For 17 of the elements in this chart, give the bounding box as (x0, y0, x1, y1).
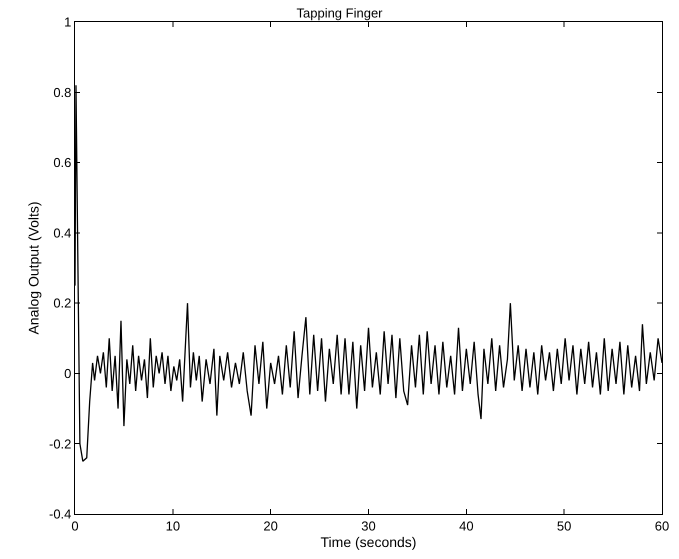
y-axis-title: Analog Output (Volts) (26, 201, 42, 335)
x-tick-label: 20 (263, 518, 278, 534)
y-tick-label: 0.2 (53, 296, 72, 311)
x-tick-label: 10 (166, 518, 180, 534)
y-tick-label: -0.4 (48, 506, 72, 522)
x-tick-label: 40 (459, 518, 474, 534)
y-tick-label: 0.6 (53, 155, 72, 170)
y-tick-label: -0.2 (48, 436, 72, 452)
y-tick-label: 0 (64, 366, 72, 381)
chart-title: Tapping Finger (296, 5, 384, 20)
x-tick-label: 60 (654, 518, 670, 534)
y-tick-label: 0.8 (53, 84, 72, 100)
x-tick-label: 30 (361, 518, 376, 534)
y-tick-label: 0.4 (53, 225, 72, 240)
x-tick-label: 50 (556, 518, 572, 534)
x-axis-title: Time (seconds) (320, 534, 416, 550)
y-tick-label: 1 (64, 14, 72, 30)
